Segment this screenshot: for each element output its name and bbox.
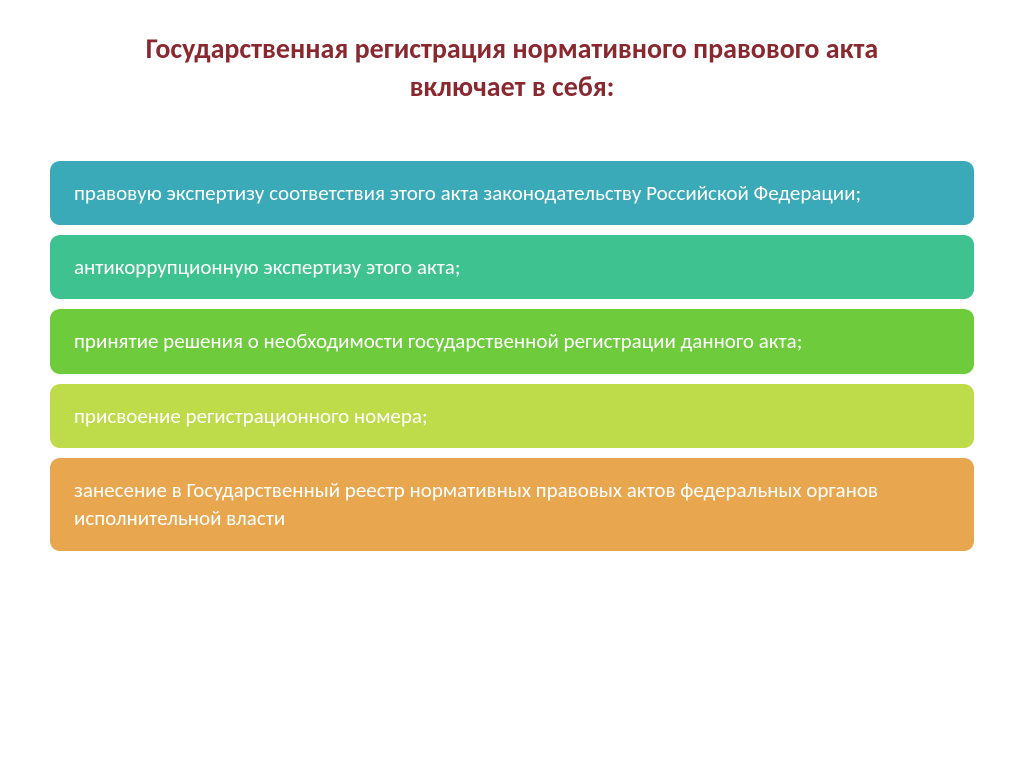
list-item: занесение в Государственный реестр норма… [50, 458, 974, 551]
list-item: присвоение регистрационного номера; [50, 384, 974, 448]
slide-title: Государственная регистрация нормативного… [50, 30, 974, 106]
list-item: антикоррупционную экспертизу этого акта; [50, 235, 974, 299]
item-list: правовую экспертизу соответствия этого а… [50, 161, 974, 551]
list-item: принятие решения о необходимости государ… [50, 309, 974, 373]
list-item: правовую экспертизу соответствия этого а… [50, 161, 974, 225]
